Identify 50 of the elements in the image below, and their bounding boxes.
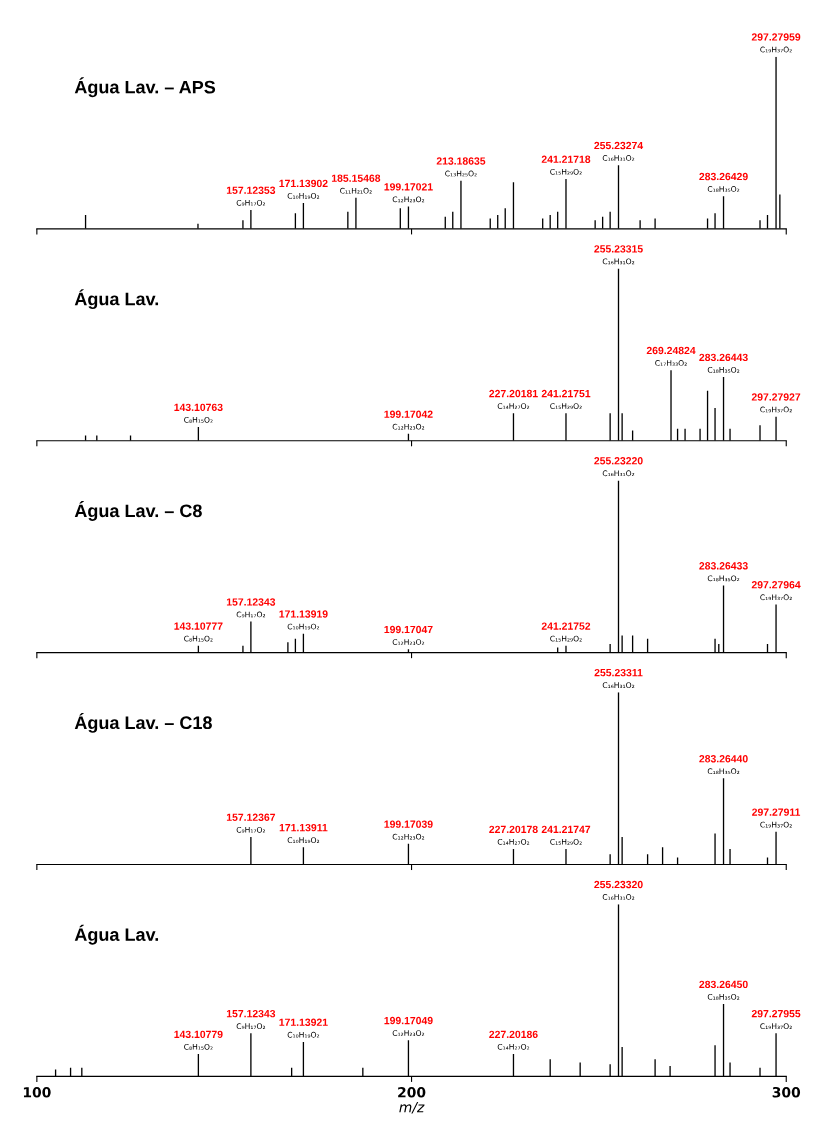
annotation: 297.27955: [751, 1009, 801, 1018]
text: Água Lav.: [74, 924, 159, 945]
annotation: 143.10763: [174, 403, 223, 412]
annotation: 283.26433: [699, 562, 748, 570]
annotation: 227.20178: [489, 825, 538, 834]
annotation: 171.13921: [279, 1018, 328, 1026]
annotation: 157.12343: [226, 598, 276, 606]
text: Água Lav. – C18: [74, 712, 212, 733]
annotation: 171.13902: [279, 179, 328, 188]
annotation: 283.26440: [699, 755, 748, 763]
annotation: 199.17021: [384, 183, 433, 191]
annotation: 213.18635: [436, 157, 486, 165]
text: Água Lav.: [74, 289, 159, 310]
annotation: 199.17049: [384, 1016, 433, 1025]
x-tick-label: 100: [23, 1087, 51, 1098]
x-tick-label: 200: [398, 1087, 426, 1098]
annotation: 255.23311: [594, 668, 643, 677]
annotation: 255.23315: [594, 245, 643, 253]
annotation: 199.17042: [384, 410, 433, 418]
annotation: 199.17039: [384, 820, 433, 828]
annotation: 255.23320: [594, 880, 643, 889]
annotation: 297.27911: [752, 808, 801, 816]
annotation: 143.10777: [174, 622, 223, 630]
annotation: 297.27959: [751, 33, 801, 41]
annotation: 157.12353: [226, 186, 276, 194]
annotation: 255.23274: [594, 141, 644, 150]
annotation: 283.26450: [699, 980, 748, 989]
annotation: 297.27964: [751, 581, 801, 589]
text: Água Lav. – APS: [74, 77, 216, 98]
text: Água Lav. – C8: [74, 501, 202, 521]
annotation: 185.15468: [331, 174, 381, 182]
annotation: 171.13911: [279, 823, 328, 832]
annotation: 171.13919: [279, 610, 328, 618]
annotation: 227.20186: [489, 1030, 538, 1039]
annotation: 241.21752: [541, 622, 591, 630]
annotation: 269.24824: [646, 346, 696, 355]
annotation: 255.23220: [594, 457, 643, 465]
x-axis-title: m/z: [399, 1102, 425, 1114]
annotation: 241.21751: [541, 389, 591, 398]
annotation: 241.21747: [541, 825, 591, 833]
annotation: 227.20181: [489, 389, 538, 398]
annotation: 241.21718: [541, 155, 591, 163]
annotation: 157.12343: [226, 1009, 276, 1018]
annotation: 143.10779: [174, 1030, 223, 1039]
annotation: 283.26443: [699, 353, 748, 362]
annotation: 297.27927: [751, 393, 801, 401]
annotation: 199.17047: [384, 625, 433, 634]
annotation: 157.12367: [226, 813, 276, 821]
annotation: 283.26429: [699, 172, 748, 181]
x-tick-label: 300: [772, 1087, 801, 1098]
